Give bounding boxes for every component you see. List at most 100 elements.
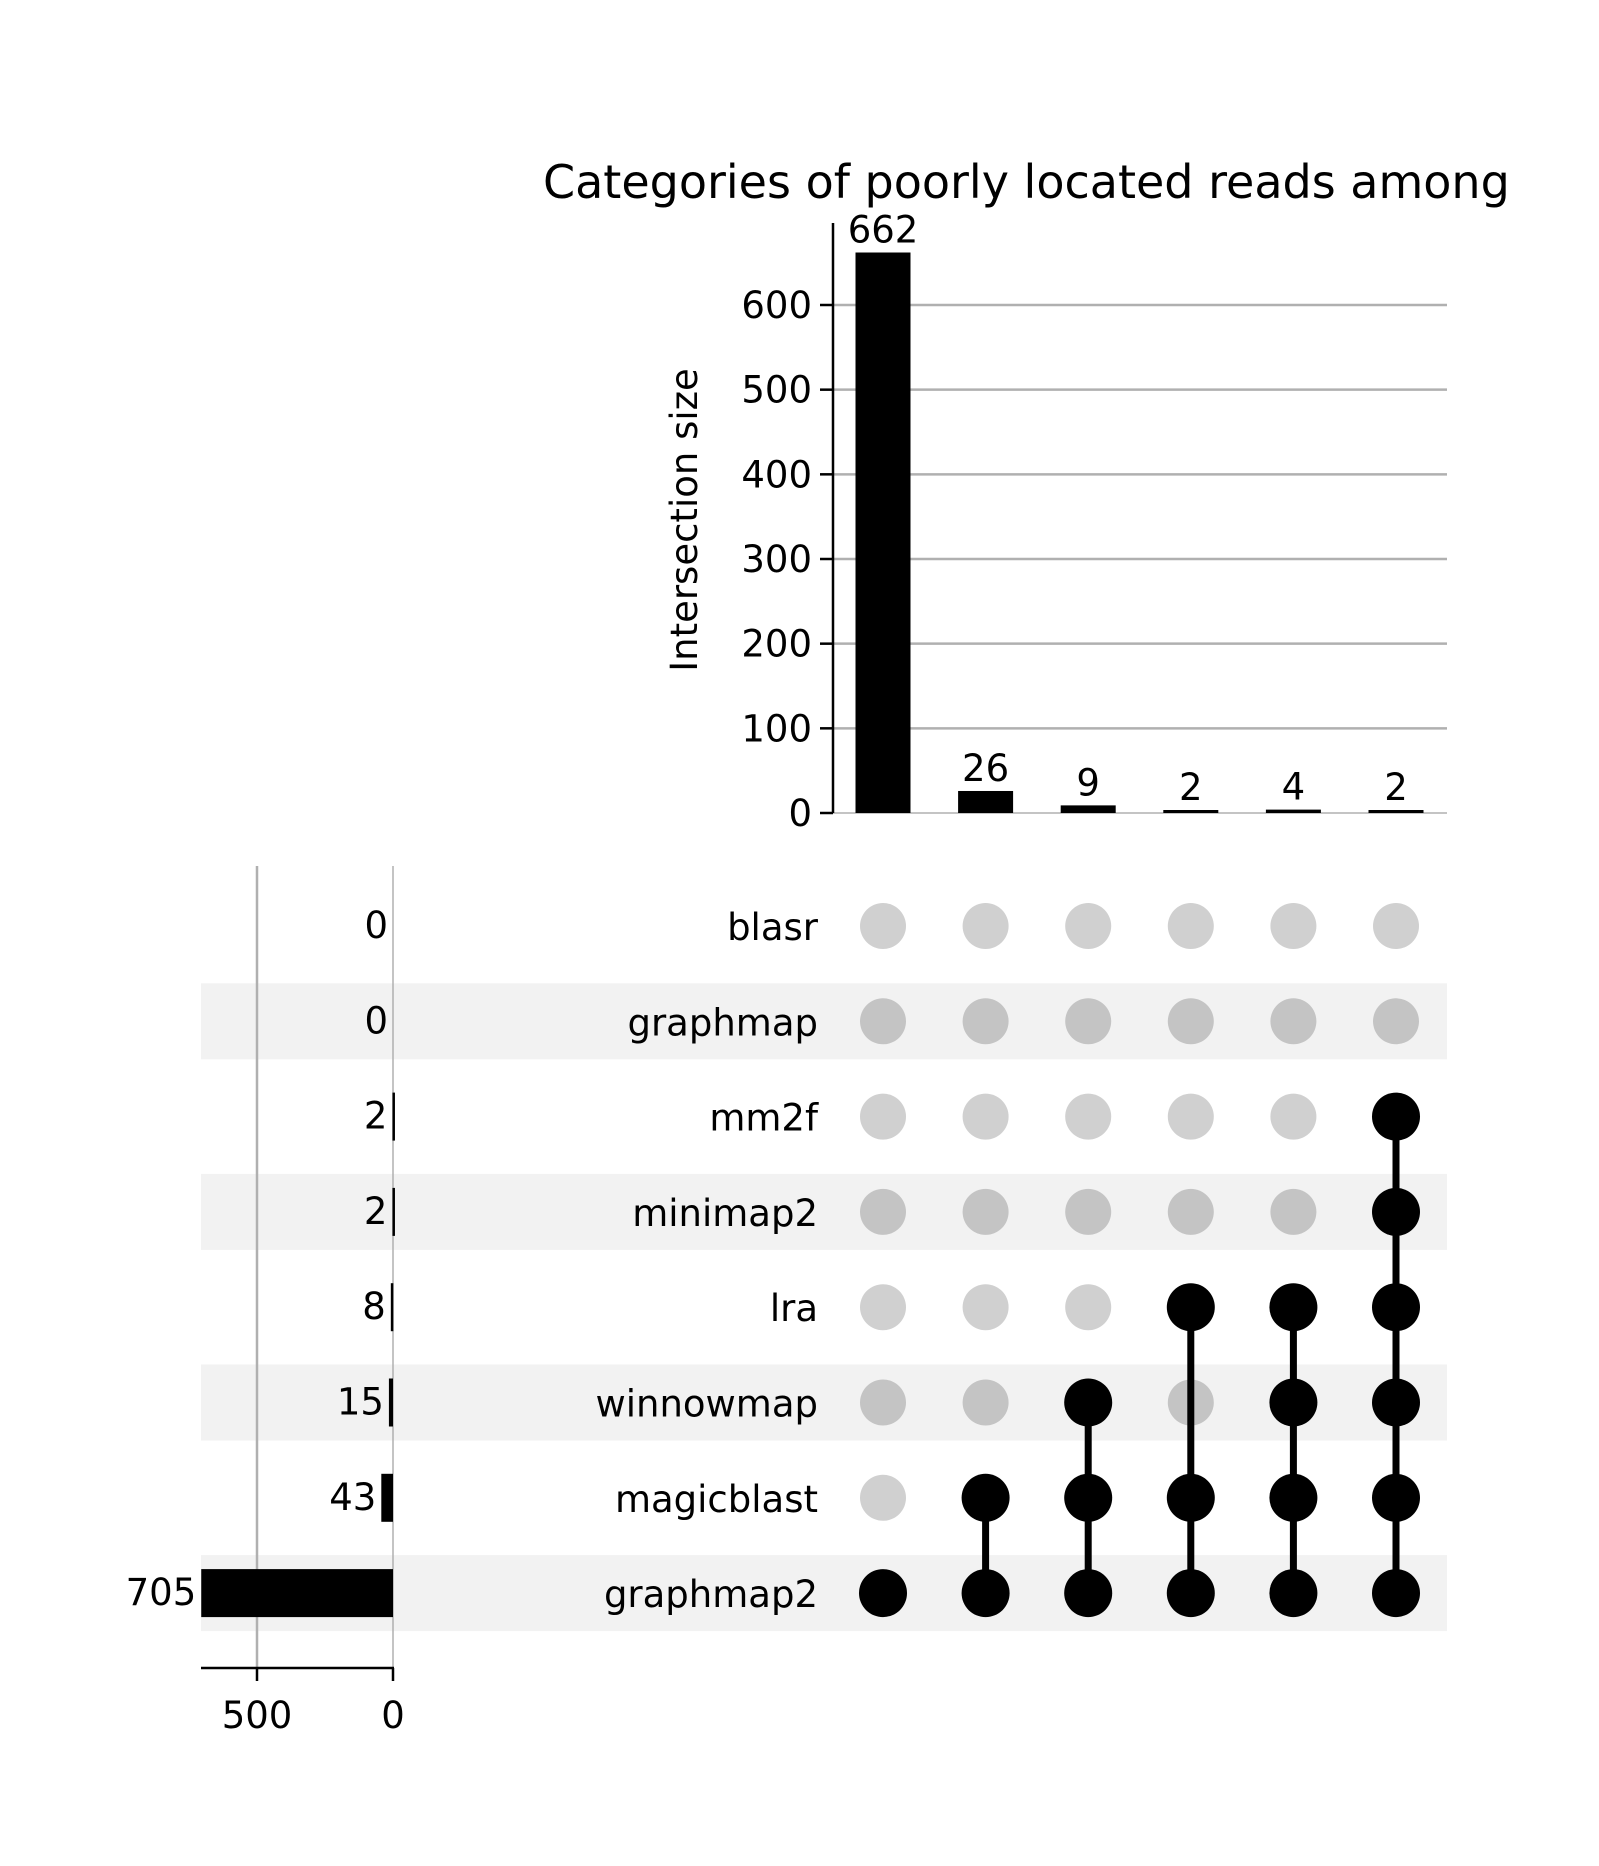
set-size-bars [201, 1092, 395, 1618]
set-size-bar [381, 1473, 393, 1522]
matrix-dot-inactive [1270, 1188, 1317, 1235]
matrix-dot-active [961, 1569, 1010, 1618]
set-name-label: magicblast [615, 1478, 818, 1521]
matrix-dot-active [859, 1569, 907, 1618]
matrix-dot-inactive [1065, 998, 1112, 1045]
matrix-dot-inactive [1270, 998, 1317, 1045]
matrix-dot-active [1269, 1378, 1318, 1427]
matrix-dot-inactive [1065, 1284, 1112, 1331]
row-band [201, 983, 1447, 1060]
matrix-dot-inactive [1167, 1188, 1214, 1235]
bar-value-label: 662 [848, 209, 919, 252]
set-size-label: 2 [364, 1095, 388, 1138]
matrix-dot-inactive [962, 998, 1009, 1045]
matrix-dot-inactive [962, 1188, 1009, 1235]
matrix-dot-active [1064, 1569, 1113, 1618]
set-size-label: 0 [364, 999, 388, 1042]
bar-value-label: 4 [1282, 766, 1306, 809]
y-tick-label: 600 [741, 284, 812, 327]
y-tick-label: 400 [741, 453, 812, 496]
matrix-dot-inactive [860, 998, 906, 1045]
chart-title: Categories of poorly located reads among [543, 155, 1510, 209]
matrix-dot-active [1064, 1378, 1113, 1427]
matrix-dot-inactive [860, 1474, 906, 1521]
intersection-bar [958, 790, 1014, 813]
set-size-label: 0 [364, 904, 388, 947]
set-name-label: winnowmap [595, 1383, 818, 1426]
set-name-label: lra [770, 1287, 818, 1330]
matrix-dot-inactive [860, 1093, 906, 1140]
y-tick-label: 300 [741, 538, 812, 581]
set-size-label: 705 [126, 1571, 197, 1614]
set-size-bar [392, 1187, 395, 1236]
matrix-dot-active [1166, 1473, 1215, 1522]
bar-value-label: 26 [962, 747, 1009, 790]
bar-value-label: 2 [1179, 766, 1203, 809]
matrix-dot-active [1372, 1187, 1420, 1236]
matrix-dot-inactive [1065, 1093, 1112, 1140]
set-size-bar [201, 1569, 393, 1618]
matrix-dot-inactive [1373, 903, 1419, 949]
intersection-bars [855, 252, 1424, 814]
matrix-dot-inactive [1373, 998, 1419, 1045]
set-size-label: 8 [362, 1285, 386, 1328]
bar-value-label: 2 [1384, 766, 1408, 809]
intersection-bar [1265, 809, 1321, 813]
matrix-dot-active [1166, 1283, 1215, 1332]
matrix-dot-active [1372, 1092, 1420, 1141]
set-size-tick-label: 500 [222, 1694, 293, 1737]
row-bands [201, 983, 1447, 1632]
matrix-dot-active [1372, 1378, 1420, 1427]
matrix-dot-active [1372, 1569, 1420, 1618]
set-name-label: graphmap2 [604, 1573, 818, 1616]
row-band [201, 1555, 1447, 1632]
matrix-dot-active [1269, 1283, 1318, 1332]
matrix-dot-inactive [860, 903, 906, 949]
matrix-dot-active [1269, 1473, 1318, 1522]
set-name-label: blasr [727, 906, 819, 949]
intersection-bar [1368, 810, 1424, 813]
set-size-label: 2 [364, 1190, 388, 1233]
labels: Categories of poorly located reads among… [126, 155, 1510, 1737]
membership-matrix [859, 903, 1420, 1618]
matrix-dot-inactive [962, 1093, 1009, 1140]
matrix-dot-inactive [962, 1284, 1009, 1331]
intersection-bar [855, 252, 911, 814]
matrix-dot-inactive [860, 1379, 906, 1426]
axes [201, 223, 835, 1681]
gridlines [255, 303, 1447, 1668]
y-tick-label: 500 [741, 369, 812, 412]
matrix-dot-inactive [860, 1188, 906, 1235]
set-size-label: 15 [337, 1381, 384, 1424]
matrix-dot-inactive [1167, 998, 1214, 1045]
y-tick-label: 0 [788, 792, 812, 835]
set-size-bar [392, 1092, 395, 1141]
set-name-label: minimap2 [632, 1192, 818, 1235]
matrix-dot-inactive [1167, 903, 1214, 949]
matrix-dot-inactive [962, 1379, 1009, 1426]
matrix-dot-inactive [962, 903, 1009, 949]
row-band [201, 1364, 1447, 1441]
matrix-dot-inactive [1065, 903, 1112, 949]
y-axis-label: Intersection size [663, 368, 706, 672]
matrix-dot-active [961, 1473, 1010, 1522]
matrix-dot-inactive [860, 1284, 906, 1331]
matrix-dot-active [1064, 1473, 1113, 1522]
bar-value-label: 9 [1076, 761, 1100, 804]
set-size-bar [388, 1378, 393, 1427]
set-name-label: graphmap [627, 1001, 818, 1044]
set-size-tick-label: 0 [381, 1694, 405, 1737]
matrix-dot-inactive [1065, 1188, 1112, 1235]
y-tick-label: 200 [741, 623, 812, 666]
set-size-label: 43 [329, 1476, 376, 1519]
y-tick-label: 100 [741, 707, 812, 750]
intersection-bar [1060, 805, 1116, 813]
set-name-label: mm2f [709, 1097, 819, 1140]
matrix-dot-active [1269, 1569, 1318, 1618]
matrix-dot-active [1372, 1283, 1420, 1332]
row-band [201, 1173, 1447, 1250]
intersection-bar [1163, 810, 1219, 813]
matrix-dot-inactive [1270, 1093, 1317, 1140]
matrix-dot-inactive [1167, 1093, 1214, 1140]
